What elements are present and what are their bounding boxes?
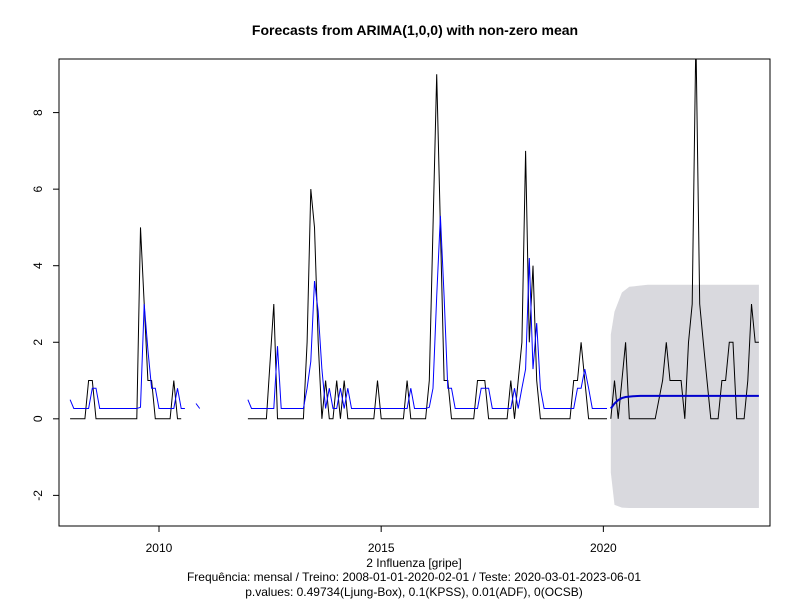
y-tick-label: 4 (31, 262, 45, 269)
x-axis: 2010 2015 2020 (146, 526, 617, 555)
y-tick-label: -2 (31, 490, 45, 501)
series-line-forecast (609, 394, 759, 410)
series-line-fitted (69, 215, 607, 409)
y-tick-label: 8 (31, 109, 45, 116)
subtitle-line-2: p.values: 0.49734(Ljung-Box), 0.1(KPSS),… (245, 585, 582, 599)
x-tick-label: 2015 (368, 541, 395, 555)
x-tick-label: 2020 (590, 541, 617, 555)
series-lines (69, 59, 759, 420)
y-tick-label: 2 (31, 339, 45, 346)
y-tick-label: 6 (31, 185, 45, 192)
x-tick-label: 2010 (146, 541, 173, 555)
y-axis: -2 0 2 4 6 8 (31, 109, 59, 501)
chart-title: Forecasts from ARIMA(1,0,0) with non-zer… (252, 22, 578, 38)
plot-frame (58, 58, 771, 527)
y-tick-label: 0 (31, 415, 45, 422)
subtitle-line-1: Frequência: mensal / Treino: 2008-01-01-… (187, 570, 641, 584)
x-axis-label: 2 Influenza [gripe] (366, 556, 461, 570)
